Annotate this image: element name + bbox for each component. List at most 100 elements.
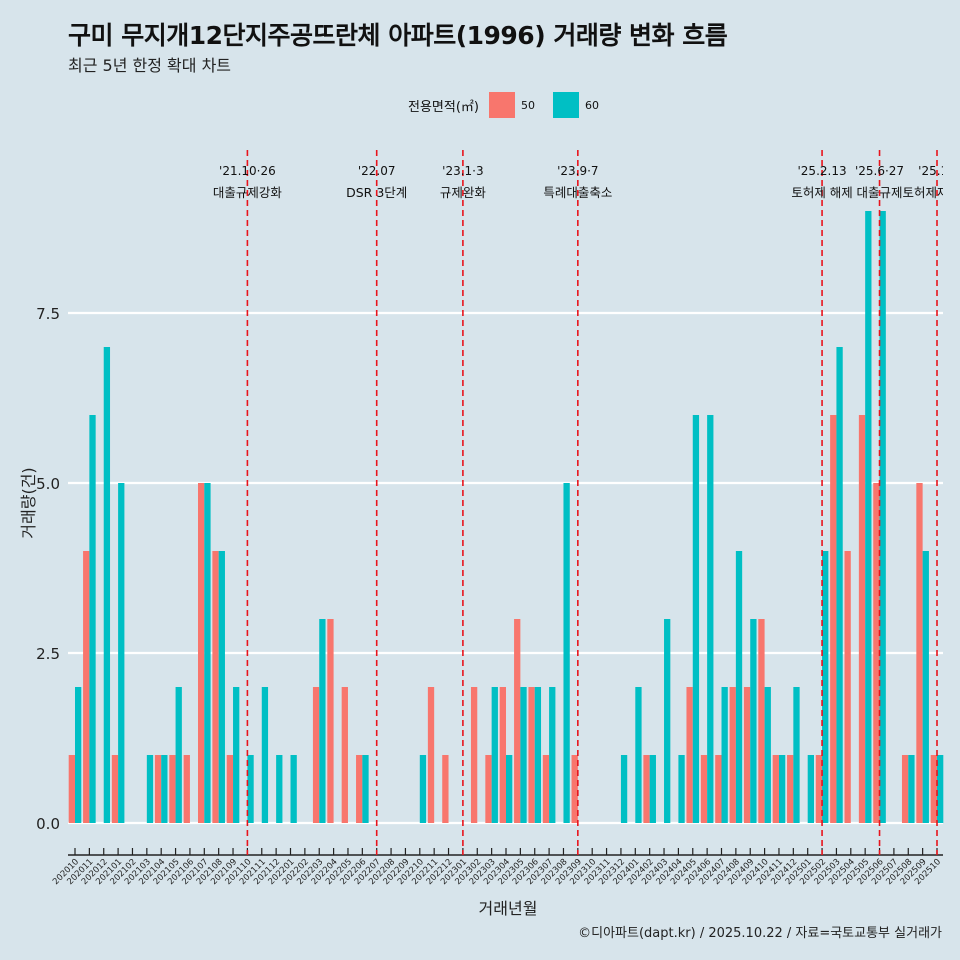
bar-50-202406 [700,755,708,823]
bar-60-202010 [75,687,82,823]
bar-50-202508 [901,755,909,823]
bar-60-202404 [678,755,685,823]
y-tick-label: 0.0 [36,815,60,833]
event-date-label: '21.10·26 [219,164,276,178]
bar-60-202107 [204,483,211,823]
event-label: 대출규제 [857,185,903,200]
bar-50-202412 [787,755,794,823]
legend-item-60: 60 [535,92,599,118]
bar-60-202505 [865,211,872,823]
bar-50-202504 [844,551,851,823]
bar-60-202110 [247,755,254,823]
bar-60-202401 [635,687,642,823]
bar-60-202104 [161,755,168,823]
event-label: 토허제재지정 [902,185,960,200]
bar-60-202306 [534,687,542,823]
bar-50-202107 [198,483,205,823]
bar-50-202302 [470,687,478,823]
legend-title: 전용면적(㎡) [408,99,479,115]
bar-50-202206 [356,755,363,823]
bar-60-202509 [922,551,929,823]
y-tick-label: 7.5 [36,305,60,323]
bar-60-202508 [908,755,915,823]
event-label: DSR 3단계 [346,185,407,200]
event-date-label: '23.9·7 [557,164,598,178]
bar-60-202105 [175,687,182,823]
bar-60-202406 [707,415,714,823]
bar-60-202203 [319,619,326,823]
event-label: 규제완화 [440,185,487,200]
bar-50-202303 [485,755,492,823]
bar-50-202101 [111,755,119,823]
bar-60-202206 [362,755,369,823]
bar-60-202201 [290,755,297,823]
bar-50-202211 [427,687,435,823]
y-tick-label: 2.5 [36,645,60,663]
bar-60-202308 [563,483,570,823]
bar-50-202510 [930,755,937,823]
bar-50-202502 [815,755,823,823]
bar-60-202506 [879,211,886,823]
bar-60-202109 [233,687,240,823]
caption: ©디아파트(dapt.kr) / 2025.10.22 / 자료=국토교통부 실… [578,926,942,941]
bar-50-202108 [212,551,219,823]
bar-60-202304 [506,755,513,823]
bar-60-202407 [721,687,728,823]
y-tick-label: 5.0 [36,475,60,493]
bar-60-202307 [549,687,556,823]
bar-50-202407 [715,755,722,823]
bar-50-202410 [758,619,765,823]
x-axis-title: 거래년월 [479,899,538,918]
event-date-label: '23.1·3 [442,164,483,178]
bar-50-202106 [183,755,190,823]
bar-60-202111 [261,687,269,823]
event-label: 토허제 해제 [791,185,852,200]
legend-label-60: 60 [584,98,599,112]
bar-50-202010 [68,755,75,823]
bar-50-202408 [729,687,736,823]
chart-subtitle: 최근 5년 한정 확대 차트 [68,56,232,75]
bar-50-202306 [528,687,535,823]
bar-60-202305 [520,687,527,823]
bar-60-202403 [664,619,671,823]
bar-60-202101 [118,483,125,823]
bar-60-202408 [735,551,743,823]
event-date-label: '25.6·27 [855,164,904,178]
legend: 전용면적(㎡) 50 60 [408,92,599,118]
bar-60-202501 [807,755,814,823]
bar-50-202109 [226,755,234,823]
bar-60-202112 [276,755,283,823]
bar-50-202307 [542,755,550,823]
bar-50-202402 [643,755,650,823]
bar-50-202212 [442,755,449,823]
event-date-label: '25.10 [918,164,956,178]
chart-title: 구미 무지개12단지주공뜨란체 아파트(1996) 거래량 변화 흐름 [68,21,728,50]
bar-50-202509 [916,483,923,823]
legend-label-50: 50 [520,98,535,112]
bar-60-202405 [692,415,700,823]
bar-60-202502 [822,551,829,823]
bar-60-202210 [419,755,427,823]
bar-60-202409 [750,619,757,823]
bar-60-202510 [937,755,944,823]
bar-60-202503 [836,347,843,823]
bar-60-202011 [89,415,96,823]
bar-60-202312 [620,755,628,823]
event-date-label: '22.07 [358,164,396,178]
bar-50-202405 [686,687,693,823]
bar-50-202409 [743,687,751,823]
bar-50-202304 [499,687,506,823]
bar-60-202012 [103,347,111,823]
bar-50-202205 [341,687,348,823]
bar-60-202303 [491,687,498,823]
bar-50-202011 [83,551,90,823]
legend-swatch-60 [552,92,579,118]
bar-50-202203 [312,687,320,823]
bar-60-202410 [764,687,771,823]
bar-60-202411 [778,755,786,823]
y-axis-title: 거래량(건) [19,467,38,538]
bar-60-202103 [146,755,154,823]
bar-60-202412 [793,687,800,823]
bar-50-202506 [873,483,880,823]
